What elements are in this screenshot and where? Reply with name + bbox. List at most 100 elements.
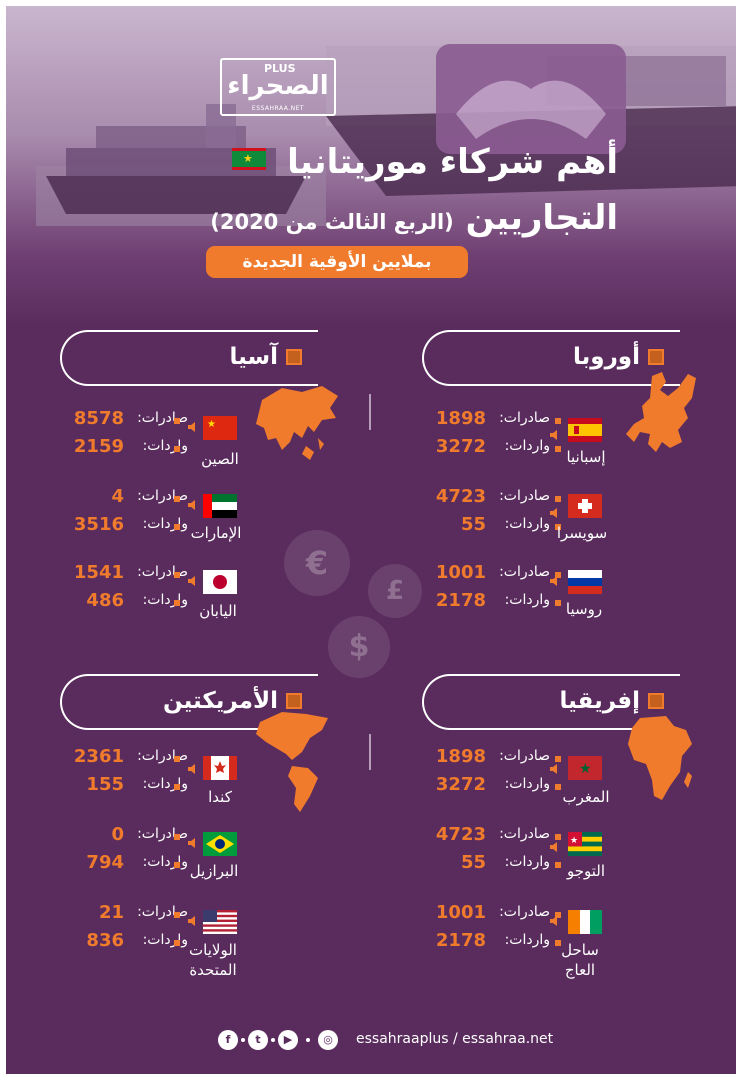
uae-flag-icon bbox=[203, 494, 237, 518]
country-name: الإمارات bbox=[190, 524, 242, 542]
speaker-icon bbox=[188, 764, 195, 774]
exports-value: 21 bbox=[98, 902, 124, 923]
svg-text:★: ★ bbox=[570, 836, 578, 846]
region-name: إفريقيا bbox=[559, 688, 640, 714]
exports-label: صادرات: bbox=[499, 564, 550, 580]
youtube-icon[interactable]: ▶ bbox=[278, 1030, 298, 1050]
spain-flag-icon bbox=[568, 418, 602, 442]
country-row: 1898 صادرات: 3272 واردات: ★ المغرب bbox=[422, 746, 652, 808]
imports-value: 55 bbox=[460, 514, 486, 535]
exports-label: صادرات: bbox=[499, 488, 550, 504]
svg-text:★: ★ bbox=[207, 419, 216, 430]
canada-flag-icon bbox=[203, 756, 237, 780]
svg-text:★: ★ bbox=[579, 761, 592, 777]
bullet-icon bbox=[174, 600, 180, 606]
page-title: أهم شركاء موريتانيا bbox=[287, 142, 618, 182]
country-name: التوجو bbox=[566, 862, 606, 880]
country-name: الولايات المتحدة bbox=[189, 941, 237, 979]
imports-label: واردات: bbox=[504, 932, 550, 948]
separator-dot bbox=[306, 1038, 310, 1042]
speaker-icon bbox=[550, 430, 557, 440]
togo-flag-icon: ★ bbox=[568, 832, 602, 856]
bullet-icon bbox=[174, 418, 180, 424]
separator-dot bbox=[271, 1038, 275, 1042]
bullet-icon bbox=[174, 524, 180, 530]
ivory-coast-flag-icon bbox=[568, 910, 602, 934]
exports-value: 2361 bbox=[73, 746, 124, 767]
bullet-icon bbox=[555, 446, 561, 452]
country-name: البرازيل bbox=[189, 862, 239, 880]
globe-icon[interactable]: ◎ bbox=[318, 1030, 338, 1050]
bullet-icon bbox=[174, 940, 180, 946]
speaker-icon bbox=[188, 422, 195, 432]
speaker-icon bbox=[550, 508, 557, 518]
divider bbox=[369, 394, 371, 430]
bullet-icon bbox=[174, 834, 180, 840]
imports-value: 794 bbox=[86, 852, 124, 873]
footer: f t ▶ ◎ essahraaplus / essahraa.net bbox=[218, 1028, 558, 1054]
euro-coin-icon: € bbox=[284, 530, 350, 596]
bullet-icon bbox=[174, 496, 180, 502]
exports-value: 1541 bbox=[73, 562, 124, 583]
brazil-flag-icon bbox=[203, 832, 237, 856]
speaker-icon bbox=[188, 576, 195, 586]
bullet-icon bbox=[555, 524, 561, 530]
exports-value: 0 bbox=[111, 824, 124, 845]
logo-plus: PLUS bbox=[264, 62, 296, 75]
bullet-icon bbox=[555, 862, 561, 868]
bullet-icon bbox=[174, 572, 180, 578]
country-row: 1898 صادرات: 3272 واردات: إسبانيا bbox=[422, 408, 652, 470]
region-name: أوروبا bbox=[573, 344, 640, 370]
americas-map-icon bbox=[256, 712, 328, 812]
exports-value: 1898 bbox=[435, 408, 486, 429]
bullet-icon bbox=[174, 784, 180, 790]
exports-label: صادرات: bbox=[499, 410, 550, 426]
country-name: ساحل العاج bbox=[561, 941, 599, 979]
country-row: 0 صادرات: 794 واردات: البرازيل bbox=[60, 824, 290, 886]
bullet-icon bbox=[174, 912, 180, 918]
bullet-icon bbox=[555, 834, 561, 840]
imports-value: 155 bbox=[86, 774, 124, 795]
imports-value: 836 bbox=[86, 930, 124, 951]
switzerland-flag-icon bbox=[568, 494, 602, 518]
exports-value: 8578 bbox=[73, 408, 124, 429]
footer-url[interactable]: essahraaplus / essahraa.net bbox=[356, 1031, 554, 1047]
facebook-icon[interactable]: f bbox=[218, 1030, 238, 1050]
imports-value: 3272 bbox=[435, 774, 486, 795]
pound-coin-icon: £ bbox=[368, 564, 422, 618]
imports-label: واردات: bbox=[504, 776, 550, 792]
country-row: 1541 صادرات: 486 واردات: اليابان bbox=[60, 562, 290, 624]
country-row: 4723 صادرات: 55 واردات: سويسرا bbox=[422, 486, 652, 548]
divider bbox=[369, 734, 371, 770]
exports-value: 1001 bbox=[435, 902, 486, 923]
region-header-europe: أوروبا bbox=[422, 330, 680, 386]
country-name: المغرب bbox=[562, 788, 610, 806]
region-header-americas: الأمريكتين bbox=[60, 674, 318, 730]
bullet-icon bbox=[555, 756, 561, 762]
exports-value: 4723 bbox=[435, 824, 486, 845]
region-header-africa: إفريقيا bbox=[422, 674, 680, 730]
bullet-icon bbox=[555, 572, 561, 578]
country-name: سويسرا bbox=[556, 524, 608, 542]
exports-label: صادرات: bbox=[499, 826, 550, 842]
bullet-icon bbox=[555, 496, 561, 502]
exports-label: صادرات: bbox=[499, 748, 550, 764]
imports-label: واردات: bbox=[504, 438, 550, 454]
country-row: 8578 صادرات: 2159 واردات: ★ الصين bbox=[60, 408, 290, 470]
twitter-icon[interactable]: t bbox=[248, 1030, 268, 1050]
country-name: روسيا bbox=[565, 600, 603, 618]
imports-label: واردات: bbox=[504, 516, 550, 532]
russia-flag-icon bbox=[568, 570, 602, 594]
china-flag-icon: ★ bbox=[203, 416, 237, 440]
page-subtitle: التجاريين (الربع الثالث من 2020) bbox=[210, 198, 618, 238]
bullet-icon bbox=[555, 600, 561, 606]
country-row: 1001 صادرات: 2178 واردات: ساحل العاج bbox=[422, 902, 652, 982]
speaker-icon bbox=[550, 764, 557, 774]
usa-flag-icon bbox=[203, 910, 237, 934]
imports-value: 3272 bbox=[435, 436, 486, 457]
period-label: (الربع الثالث من 2020) bbox=[210, 210, 454, 234]
imports-label: واردات: bbox=[504, 592, 550, 608]
country-name: كندا bbox=[208, 788, 232, 806]
exports-label: صادرات: bbox=[499, 904, 550, 920]
country-row: 4 صادرات: 3516 واردات: الإمارات bbox=[60, 486, 290, 548]
